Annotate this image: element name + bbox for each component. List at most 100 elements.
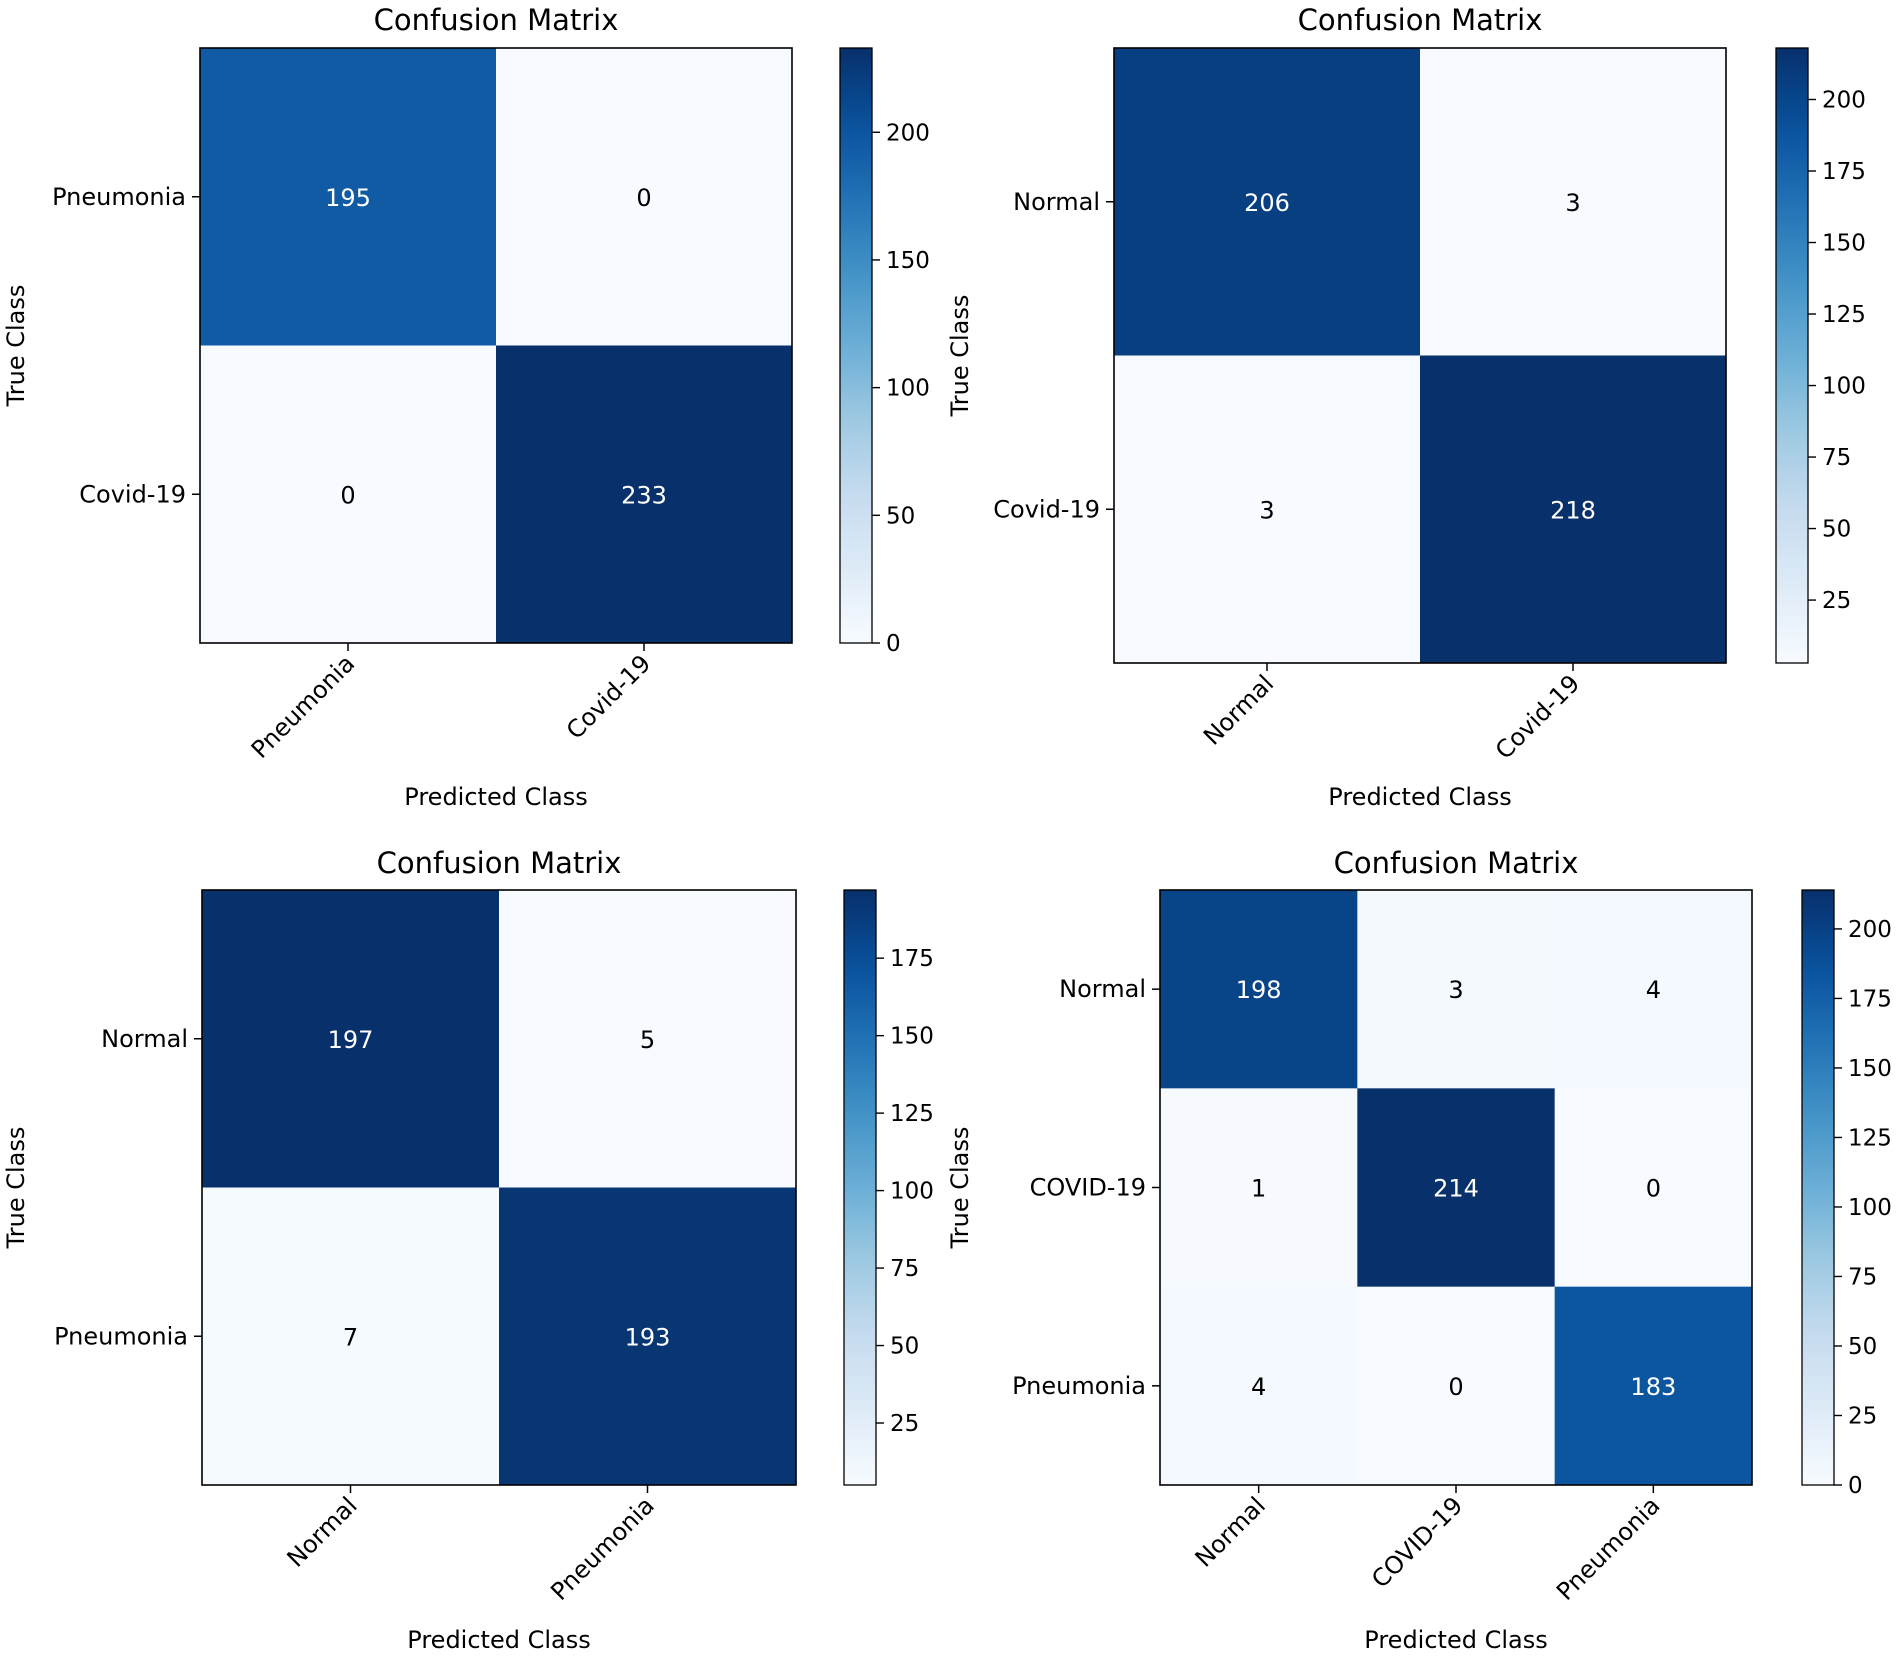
colorbar-tick-label: 150 — [1848, 1056, 1892, 1082]
colorbar-tick-label: 200 — [1822, 87, 1866, 113]
cell-value-label: 3 — [1259, 496, 1274, 524]
x-axis-label: Predicted Class — [1364, 1626, 1547, 1654]
y-tick-label: Normal — [1059, 975, 1146, 1003]
colorbar-tick-label: 200 — [886, 120, 930, 146]
matrix-cell — [200, 48, 497, 346]
matrix-cell — [1420, 355, 1727, 664]
colorbar-tick-label: 0 — [886, 631, 901, 657]
colorbar-tick-label: 125 — [1822, 302, 1866, 328]
cell-value-label: 214 — [1433, 1175, 1479, 1203]
colorbar-tick-label: 50 — [886, 503, 915, 529]
x-tick-label: COVID-19 — [1366, 1491, 1468, 1593]
cell-value-label: 0 — [636, 184, 651, 212]
colorbar-tick-label: 50 — [890, 1334, 919, 1360]
y-axis-label: True Class — [2, 285, 30, 408]
y-tick-label: Normal — [1013, 188, 1100, 216]
cell-value-label: 206 — [1244, 189, 1290, 217]
x-tick-label: Covid-19 — [561, 649, 656, 744]
x-tick-label: Normal — [1190, 1491, 1271, 1572]
chart-title: Confusion Matrix — [1334, 846, 1579, 880]
colorbar-tick-label: 175 — [1848, 986, 1892, 1012]
cell-value-label: 4 — [1251, 1373, 1266, 1401]
matrix-frame — [201, 889, 797, 1486]
cell-value-label: 3 — [1448, 976, 1463, 1004]
y-tick-label: Covid-19 — [79, 480, 186, 508]
x-tick-label: Normal — [1198, 669, 1279, 750]
colorbar-tick-label: 50 — [1822, 517, 1851, 543]
colorbar-tick-label: 100 — [890, 1179, 934, 1205]
colorbar-tick-label: 150 — [890, 1024, 934, 1050]
y-tick-label: Pneumonia — [52, 183, 186, 211]
chart-title: Confusion Matrix — [374, 3, 619, 37]
colorbar — [1775, 47, 1809, 664]
matrix-cell — [202, 1187, 500, 1486]
matrix-cell — [1114, 48, 1421, 356]
confusion-matrix-panel-1: Confusion Matrix 195 0 0 233 Pneumonia Covid-1… — [2, 3, 930, 811]
cell-value-label: 7 — [343, 1323, 358, 1351]
colorbar-tick-label: 75 — [1848, 1264, 1877, 1290]
colorbar-tick-label: 75 — [1822, 445, 1851, 471]
confusion-matrix-panel-4: Confusion Matrix 198 3 4 1 214 0 4 0 183 Normal COV… — [946, 846, 1892, 1654]
x-axis-label: Predicted Class — [404, 783, 587, 811]
confusion-matrix-panel-2: Confusion Matrix 206 3 3 218 Normal Covid-19 No… — [946, 3, 1866, 811]
x-axis-label: Predicted Class — [407, 1626, 590, 1654]
matrix-cell — [1160, 1088, 1358, 1288]
matrix-cell — [1357, 890, 1556, 1089]
chart-title: Confusion Matrix — [1298, 3, 1543, 37]
matrix-cell — [496, 345, 793, 644]
x-tick-label: Pneumonia — [246, 649, 360, 763]
colorbar-tick-label: 0 — [1848, 1473, 1863, 1499]
cell-value-label: 218 — [1550, 496, 1596, 524]
cell-value-label: 1 — [1251, 1175, 1266, 1203]
x-axis-label: Predicted Class — [1328, 783, 1511, 811]
x-tick-label: Normal — [282, 1491, 363, 1572]
x-tick-label: Covid-19 — [1490, 669, 1585, 764]
chart-title: Confusion Matrix — [377, 846, 622, 880]
colorbar-tick-label: 100 — [1822, 374, 1866, 400]
colorbar — [843, 889, 877, 1486]
y-axis-label: True Class — [946, 1127, 974, 1250]
colorbar-tick-label: 25 — [890, 1411, 919, 1437]
confusion-matrix-panel-3: Confusion Matrix 197 5 7 193 Normal Pneumonia N… — [2, 846, 934, 1654]
y-axis-label: True Class — [946, 295, 974, 418]
matrix-cell — [1357, 1088, 1556, 1288]
y-axis-label: True Class — [2, 1127, 30, 1250]
x-tick-label: Pneumonia — [545, 1491, 659, 1605]
colorbar-tick-label: 125 — [1848, 1125, 1892, 1151]
cell-value-label: 0 — [340, 481, 355, 509]
colorbar-tick-label: 100 — [886, 376, 930, 402]
cell-value-label: 3 — [1565, 189, 1580, 217]
colorbar-tick-label: 175 — [890, 946, 934, 972]
matrix-frame — [199, 47, 793, 644]
matrix-cell — [1160, 890, 1358, 1089]
matrix-cell — [1554, 1286, 1753, 1486]
matrix-cell — [1420, 48, 1727, 356]
colorbar-tick-label: 150 — [1822, 231, 1866, 257]
colorbar-tick-label: 25 — [1848, 1403, 1877, 1429]
y-tick-label: Covid-19 — [993, 495, 1100, 523]
matrix-frame — [1113, 47, 1727, 664]
cell-value-label: 193 — [625, 1323, 671, 1351]
matrix-cell — [499, 890, 797, 1188]
colorbar-tick-label: 125 — [890, 1101, 934, 1127]
cell-value-label: 0 — [1646, 1175, 1661, 1203]
colorbar-tick-label: 75 — [890, 1256, 919, 1282]
colorbar-tick-label: 175 — [1822, 159, 1866, 185]
colorbar — [1801, 889, 1835, 1486]
colorbar-tick-label: 100 — [1848, 1195, 1892, 1221]
matrix-cell — [202, 890, 500, 1188]
cell-value-label: 233 — [621, 481, 667, 509]
y-tick-label: Pneumonia — [1012, 1372, 1146, 1400]
cell-value-label: 4 — [1646, 976, 1661, 1004]
matrix-cell — [1160, 1286, 1358, 1486]
matrix-cell — [499, 1187, 797, 1486]
cell-value-label: 197 — [328, 1026, 374, 1054]
y-tick-label: COVID-19 — [1030, 1174, 1146, 1202]
matrix-cell — [496, 48, 793, 346]
colorbar-tick-label: 25 — [1822, 588, 1851, 614]
cell-value-label: 0 — [1448, 1373, 1463, 1401]
matrix-cell — [1554, 890, 1753, 1089]
y-tick-label: Pneumonia — [54, 1322, 188, 1350]
